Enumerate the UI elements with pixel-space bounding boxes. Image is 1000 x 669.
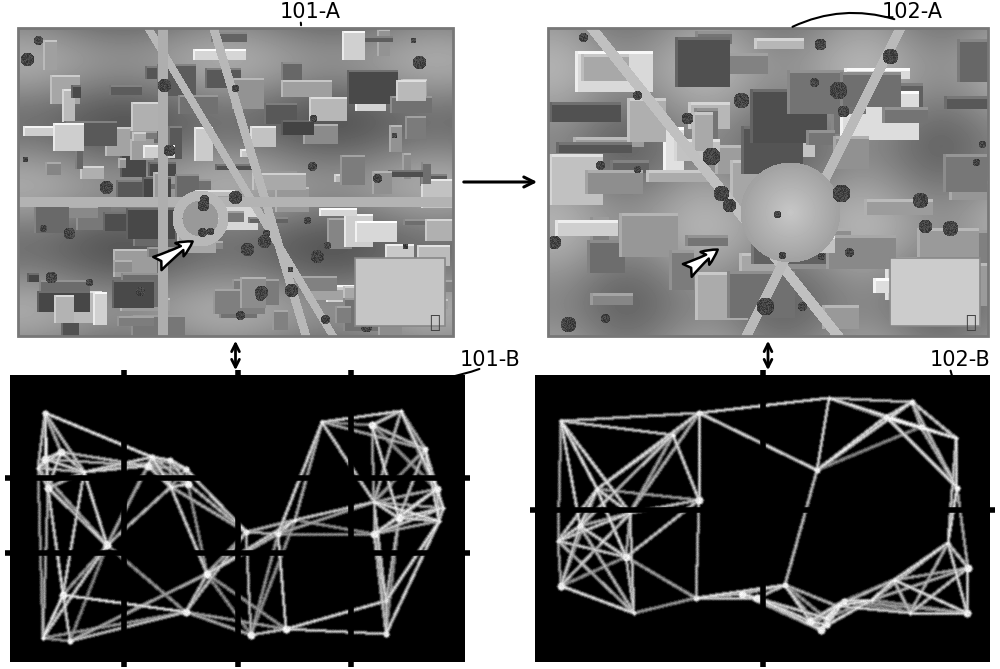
Text: 101-B: 101-B [460, 350, 520, 370]
Text: 102-A: 102-A [882, 2, 942, 22]
Bar [890, 258, 980, 326]
Text: Ⓣ: Ⓣ [430, 314, 440, 332]
Text: 102-B: 102-B [930, 350, 990, 370]
Bar [355, 258, 445, 326]
Bar [18, 28, 453, 336]
Text: Ⓣ: Ⓣ [965, 314, 975, 332]
Text: 101-A: 101-A [280, 2, 340, 22]
Bar [548, 28, 988, 336]
